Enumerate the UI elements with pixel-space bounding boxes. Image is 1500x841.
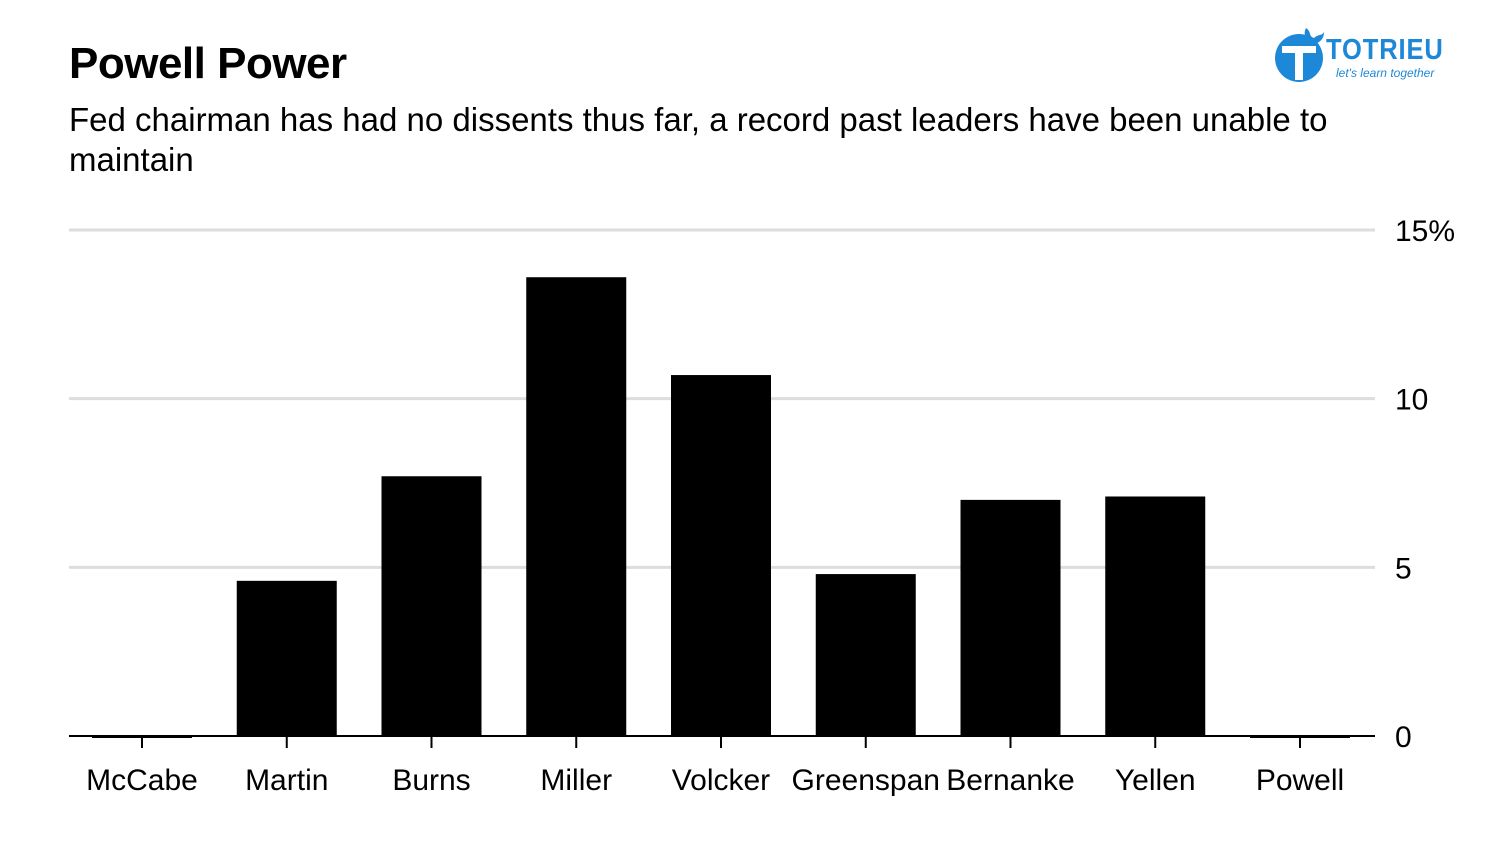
x-tick-label-miller: Miller <box>540 764 612 797</box>
bar-volcker <box>671 375 771 736</box>
x-tick-label-bernanke: Bernanke <box>946 764 1074 797</box>
x-tick-label-burns: Burns <box>392 764 470 797</box>
bar-miller <box>526 277 627 736</box>
bar-martin <box>236 580 337 736</box>
x-tick-label-powell: Powell <box>1256 764 1344 797</box>
x-tick-label-yellen: Yellen <box>1115 764 1196 797</box>
y-tick-label-15: 15% <box>1395 215 1455 248</box>
bar-burns <box>381 476 482 736</box>
y-tick-label-5: 5 <box>1395 552 1412 585</box>
x-tick-label-volcker: Volcker <box>672 764 770 797</box>
logo-tagline: let's learn together <box>1336 66 1435 80</box>
x-tick-label-martin: Martin <box>245 764 328 797</box>
torch-logo-icon <box>1275 28 1324 82</box>
brand-logo: TOTRIEU let's learn together <box>1272 26 1444 84</box>
chart-title: Powell Power <box>69 39 347 88</box>
bar-greenspan <box>815 574 916 736</box>
bar-yellen <box>1105 496 1206 736</box>
x-tick-label-greenspan: Greenspan <box>792 764 940 797</box>
x-tick-label-mccabe: McCabe <box>86 764 198 797</box>
chart-subtitle: Fed chairman has had no dissents thus fa… <box>69 101 1328 178</box>
y-tick-label-0: 0 <box>1395 721 1412 754</box>
bar-bernanke <box>960 499 1061 736</box>
y-tick-label-10: 10 <box>1395 384 1428 417</box>
logo-name: TOTRIEU <box>1326 34 1444 66</box>
